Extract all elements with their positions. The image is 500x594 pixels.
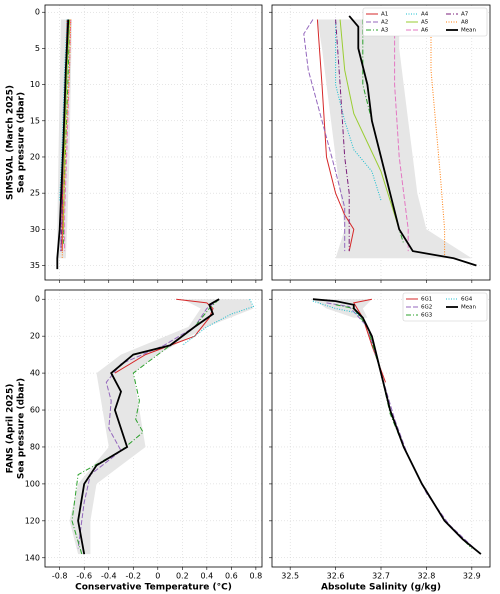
y-tick-label: 15 [30, 116, 40, 125]
legend-label: Mean [461, 305, 476, 311]
profile-line [339, 19, 400, 230]
y-axis-label: FANS (April 2025) [6, 384, 16, 474]
profile-line [64, 19, 72, 252]
profile-line [71, 298, 220, 555]
plot-area [272, 5, 490, 280]
profile-line [114, 298, 214, 374]
x-tick-label: -0.4 [101, 572, 117, 581]
x-tick-label: 0.2 [176, 572, 189, 581]
y-tick-label: 20 [30, 332, 40, 341]
profile-line [348, 15, 477, 267]
y-tick-label: 40 [30, 369, 40, 378]
legend-label: A3 [381, 28, 389, 34]
legend-label: A1 [381, 12, 388, 18]
profile-line [335, 304, 473, 549]
plot-area [272, 290, 490, 567]
x-tick-label: 0 [155, 572, 160, 581]
profile-line [312, 300, 364, 319]
y-tick-label: 30 [30, 225, 40, 234]
profile-line [316, 19, 355, 252]
profile-line [77, 298, 220, 549]
x-tick-label: 32.5 [281, 572, 299, 581]
axes-frame [271, 289, 491, 568]
plot-area [45, 290, 262, 567]
spread-band [69, 299, 254, 555]
profile-line [303, 19, 346, 252]
x-tick-label: -0.2 [125, 572, 141, 581]
y-tick-label: 5 [35, 44, 40, 53]
y-axis-label: Sea pressure (dbar) [17, 378, 27, 479]
axes-frame [44, 4, 263, 281]
legend-label: A7 [461, 12, 469, 18]
spread-band [317, 19, 472, 259]
x-tick-label: -0.6 [76, 572, 92, 581]
y-tick-label: 10 [30, 80, 40, 89]
y-tick-label: 140 [25, 553, 40, 562]
legend-label: Mean [461, 28, 476, 34]
plot-area [45, 5, 262, 280]
x-tick-label: 32.8 [418, 572, 436, 581]
profile-line [62, 19, 70, 230]
legend-label: A5 [421, 20, 429, 26]
legend-label: 6G1 [421, 297, 432, 303]
legend-box [402, 292, 488, 322]
y-tick-label: 60 [30, 406, 40, 415]
legend-label: 6G4 [461, 297, 473, 303]
y-tick-label: 80 [30, 442, 40, 451]
profile-line [181, 298, 255, 346]
legend-label: A8 [461, 20, 469, 26]
x-tick-label: 0.4 [200, 572, 213, 581]
y-tick-label: 35 [30, 261, 40, 270]
profile-line [56, 19, 70, 270]
y-tick-label: 25 [30, 189, 40, 198]
profile-line [61, 19, 72, 259]
y-axis-label: Sea pressure (dbar) [17, 92, 27, 193]
y-tick-label: 20 [30, 152, 40, 161]
y-tick-label: 0 [35, 8, 40, 17]
x-tick-label: 32.9 [463, 572, 481, 581]
profile-line [77, 298, 220, 555]
legend-box [362, 7, 488, 37]
profile-line [394, 19, 409, 252]
axes-frame [44, 289, 263, 568]
legend-label: A6 [421, 28, 429, 34]
y-tick-label: 120 [25, 516, 40, 525]
x-tick-label: 32.7 [372, 572, 390, 581]
legend-label: 6G2 [421, 305, 432, 311]
profile-line [430, 19, 446, 259]
x-tick-label: 0.6 [225, 572, 238, 581]
profile-line [335, 19, 350, 252]
profile-line [335, 19, 382, 201]
profile-line [59, 19, 68, 201]
x-tick-label: 32.6 [327, 572, 345, 581]
x-tick-label: 0.8 [250, 572, 263, 581]
y-tick-label: 0 [35, 295, 40, 304]
x-axis-label: Absolute Salinity (g/kg) [321, 583, 441, 593]
y-axis-label: SIMSVAL (March 2025) [6, 85, 16, 200]
legend-label: A4 [421, 12, 429, 18]
x-axis-label: Conservative Temperature (°C) [75, 583, 232, 593]
legend-label: A2 [381, 20, 388, 26]
y-tick-label: 100 [25, 479, 40, 488]
x-tick-label: -0.8 [52, 572, 68, 581]
profile-line [312, 298, 482, 555]
legend-label: 6G3 [421, 313, 433, 319]
axes-frame [271, 4, 491, 281]
profile-line [326, 302, 477, 551]
